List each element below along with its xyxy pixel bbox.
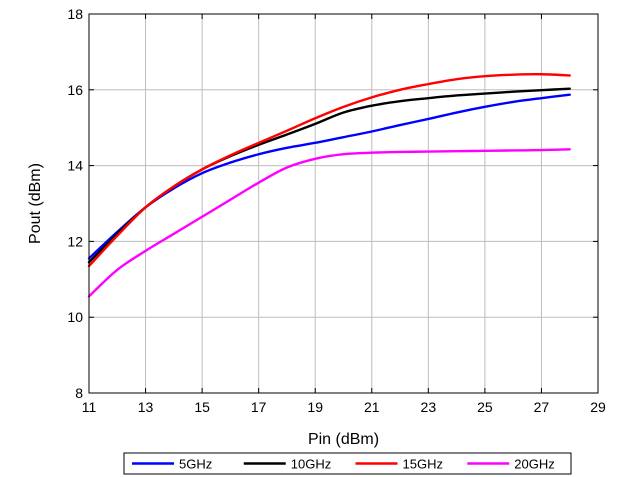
tick-marks (88, 13, 599, 394)
y-tick-label: 12 (67, 233, 83, 249)
series-group (87, 73, 571, 298)
x-tick-label: 21 (364, 399, 380, 415)
x-tick-label: 11 (82, 399, 97, 415)
x-tick-labels: 11 13 15 17 19 21 23 25 27 29 (82, 399, 606, 415)
series-line-15ghz (87, 73, 571, 268)
x-axis-title: Pin (dBm) (308, 431, 379, 448)
y-tick-label: 18 (67, 6, 83, 22)
x-tick-label: 25 (477, 399, 493, 415)
y-tick-label: 14 (67, 158, 83, 174)
x-tick-label: 29 (590, 399, 606, 415)
y-tick-label: 8 (75, 385, 83, 401)
x-tick-label: 23 (421, 399, 437, 415)
y-tick-labels: 8 10 12 14 16 18 (67, 6, 83, 401)
x-tick-label: 27 (534, 399, 550, 415)
x-tick-label: 17 (251, 399, 267, 415)
legend-label-5ghz: 5GHz (179, 457, 212, 472)
legend-label-20ghz: 20GHz (514, 457, 554, 472)
legend-label-10ghz: 10GHz (291, 457, 331, 472)
y-tick-label: 16 (67, 82, 83, 98)
series-line-20ghz (87, 148, 571, 298)
y-tick-label: 10 (67, 309, 83, 325)
grid (89, 14, 598, 393)
x-tick-label: 13 (138, 399, 154, 415)
legend-box (123, 452, 572, 475)
y-axis-title: Pout (dBm) (27, 163, 44, 244)
series-line-5ghz (87, 93, 571, 260)
x-tick-label: 19 (307, 399, 323, 415)
plot-frame (88, 13, 599, 394)
legend: 5GHz 10GHz 15GHz 20GHz (123, 452, 572, 475)
legend-label-15ghz: 15GHz (403, 457, 443, 472)
x-tick-label: 15 (194, 399, 210, 415)
